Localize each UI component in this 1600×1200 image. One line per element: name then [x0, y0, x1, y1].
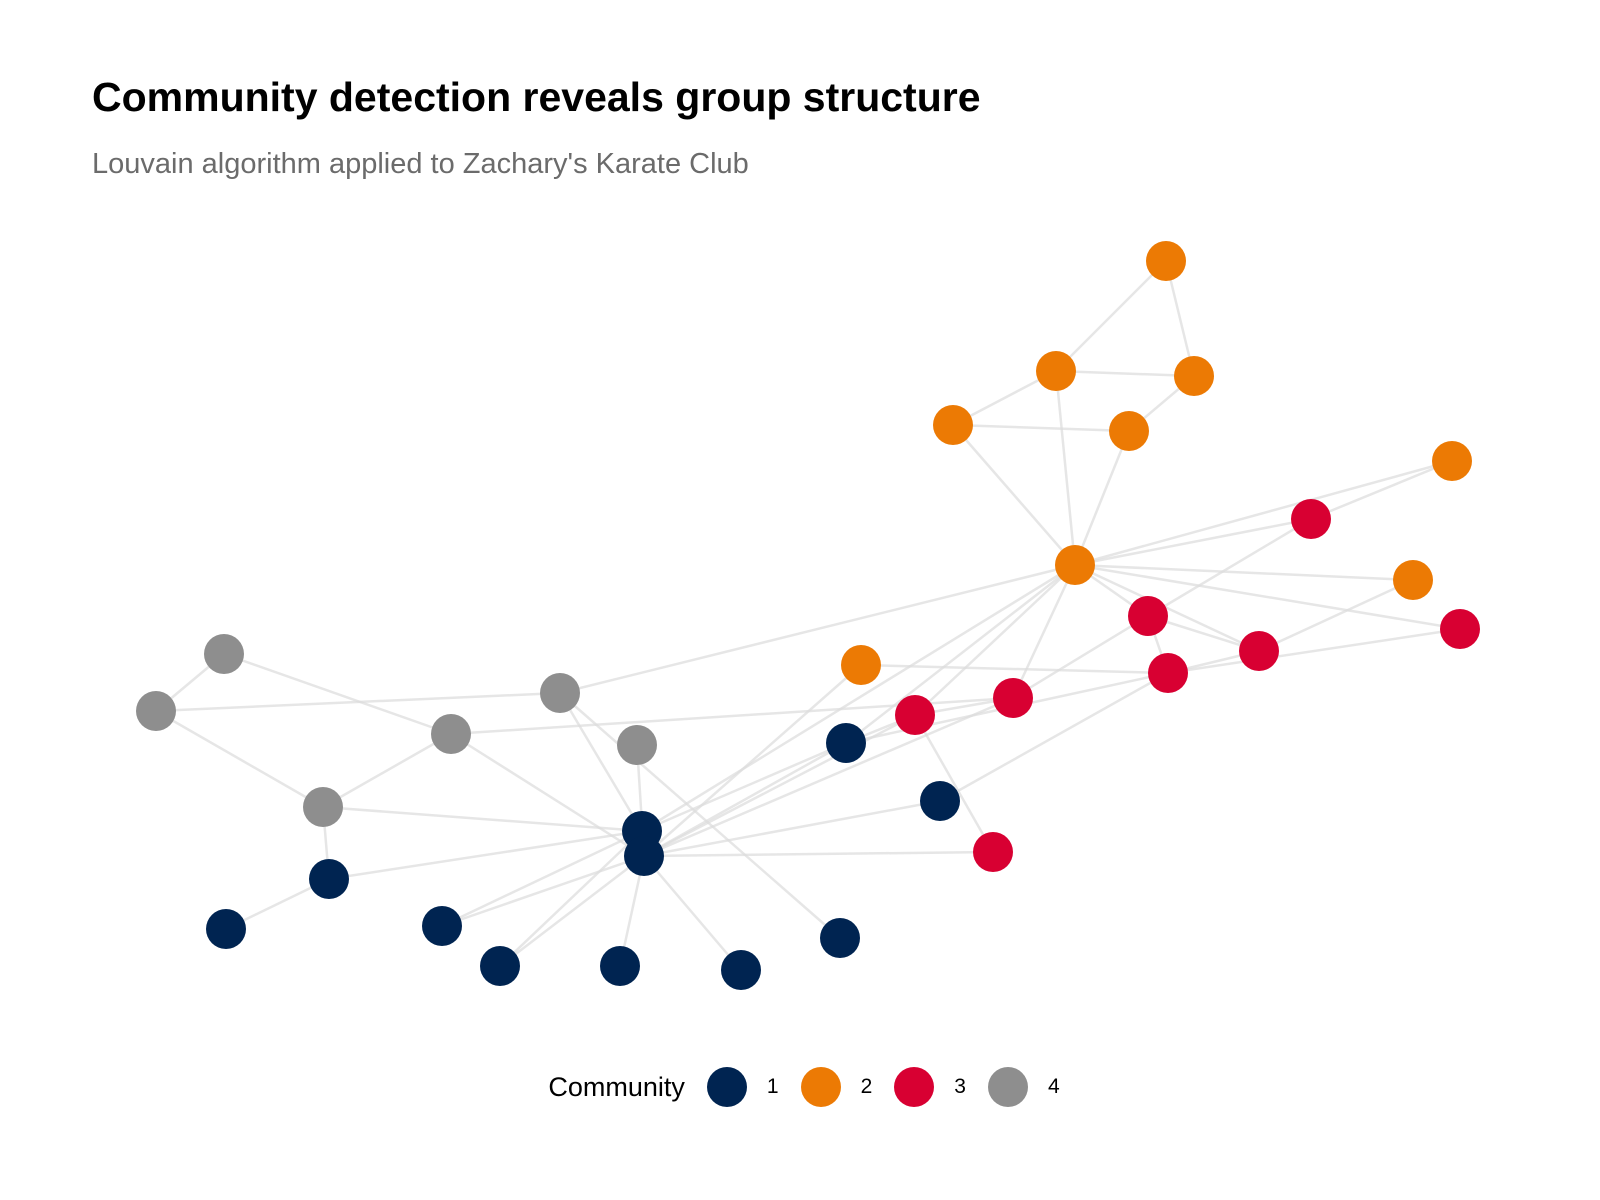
node-a9-community-1 [422, 906, 462, 946]
edge-b7-c7 [914, 564, 1076, 716]
node-a4-community-1 [920, 781, 960, 821]
node-a8-community-1 [480, 946, 520, 986]
legend-item-1: 1 [706, 1067, 779, 1107]
edge-c2-c6 [1012, 614, 1149, 700]
node-b6-community-2 [1432, 441, 1472, 481]
node-c6-community-3 [993, 678, 1033, 718]
edge-d1-d4 [223, 652, 452, 736]
edge-a2-a6 [643, 855, 742, 971]
edge-d6-a1 [322, 805, 643, 833]
edge-b7-c3 [1074, 563, 1260, 653]
node-d6-community-4 [303, 787, 343, 827]
node-a11-community-1 [206, 909, 246, 949]
node-b2-community-2 [1036, 351, 1076, 391]
edge-d3-a1 [558, 692, 644, 832]
edge-b7-a1 [641, 563, 1076, 833]
node-b5-community-2 [1109, 411, 1149, 451]
node-c8-community-3 [973, 832, 1013, 872]
node-a7-community-1 [600, 946, 640, 986]
legend-item-4: 4 [987, 1067, 1060, 1107]
edge-a1-a10 [328, 829, 643, 881]
node-d5-community-4 [617, 725, 657, 765]
edge-b7-d3 [559, 563, 1076, 695]
edge-b6-c1 [1310, 459, 1453, 521]
edge-b7-a3 [845, 564, 1076, 744]
node-b3-community-2 [1174, 356, 1214, 396]
edge-d2-d6 [155, 709, 324, 809]
node-c5-community-3 [1148, 653, 1188, 693]
edge-c6-a2 [643, 696, 1014, 858]
edge-c5-a4 [939, 671, 1169, 803]
edge-b4-b7 [952, 424, 1076, 566]
node-c7-community-3 [895, 695, 935, 735]
edge-d4-a2 [450, 732, 645, 858]
node-a5-community-1 [820, 918, 860, 958]
edge-b7-c4 [1074, 563, 1461, 631]
edge-b9-a2 [643, 664, 862, 857]
edge-b4-b5 [952, 423, 1130, 433]
node-d3-community-4 [540, 673, 580, 713]
legend-swatch-4 [987, 1067, 1028, 1107]
node-a6-community-1 [721, 950, 761, 990]
legend-item-3: 3 [894, 1067, 966, 1107]
node-c2-community-3 [1128, 596, 1168, 636]
legend-label-3: 3 [954, 1075, 966, 1098]
node-b7-community-2 [1055, 545, 1095, 585]
legend-title: Community [548, 1071, 685, 1102]
node-c3-community-3 [1239, 631, 1279, 671]
node-d1-community-4 [204, 634, 244, 674]
legend-label-1: 1 [766, 1075, 779, 1098]
edge-a4-a2 [643, 799, 941, 858]
node-d4-community-4 [431, 714, 471, 754]
edge-a1-a9 [441, 829, 643, 928]
edge-a3-a2 [643, 741, 847, 858]
edge-a2-a8 [499, 855, 645, 967]
edge-b7-c1 [1074, 517, 1312, 567]
node-layer [136, 241, 1480, 990]
edge-a9-a2 [441, 854, 645, 928]
chart-title: Community detection reveals group struct… [92, 74, 981, 120]
edge-d3-a5 [559, 692, 841, 939]
legend-swatch-1 [706, 1067, 747, 1107]
edge-a2-c8 [643, 850, 994, 858]
edge-b5-b7 [1073, 430, 1131, 566]
chart-subtitle: Louvain algorithm applied to Zachary's K… [92, 148, 749, 180]
legend-label-2: 2 [860, 1075, 873, 1098]
edge-d2-d3 [155, 691, 561, 713]
edge-b2-b7 [1054, 370, 1077, 566]
node-a2-community-1 [624, 836, 664, 876]
edge-c1-c2 [1147, 517, 1312, 618]
edge-b7-c6 [1011, 564, 1077, 699]
node-b9-community-2 [841, 645, 881, 685]
legend: Community 1 2 3 4 [0, 1062, 1600, 1112]
node-a10-community-1 [309, 859, 349, 899]
legend-swatch-3 [894, 1067, 935, 1107]
node-b8-community-2 [1393, 560, 1433, 600]
edge-b7-b6 [1074, 459, 1453, 567]
legend-swatch-2 [800, 1067, 841, 1107]
edge-c7-c8 [913, 714, 995, 853]
edge-b2-b3 [1055, 369, 1195, 378]
edge-c5-c4 [1167, 627, 1461, 675]
edge-c3-b8 [1258, 578, 1414, 653]
node-c1-community-3 [1291, 499, 1331, 539]
edge-a3-a1 [641, 741, 847, 833]
edge-b1-b2 [1055, 260, 1167, 372]
node-a3-community-1 [826, 723, 866, 763]
edge-a1-a8 [499, 830, 643, 967]
node-c4-community-3 [1440, 609, 1480, 649]
node-d2-community-4 [136, 691, 176, 731]
node-b4-community-2 [933, 405, 973, 445]
legend-item-2: 2 [800, 1067, 873, 1107]
edge-b7-b8 [1074, 563, 1414, 582]
edge-d4-d6 [322, 732, 452, 809]
edge-c5-b9 [860, 663, 1169, 675]
node-b1-community-2 [1146, 241, 1186, 281]
legend-label-4: 4 [1047, 1075, 1060, 1098]
edge-layer [155, 260, 1461, 971]
